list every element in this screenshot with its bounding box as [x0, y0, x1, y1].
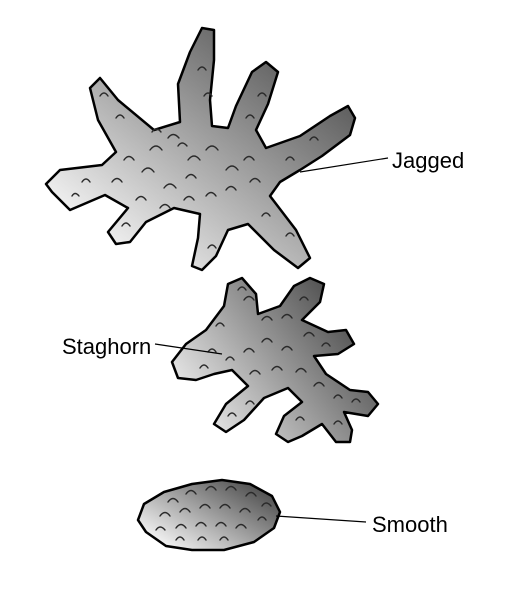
jagged-stone-shape — [46, 28, 355, 270]
label-jagged: Jagged — [392, 148, 464, 174]
leader-line-smooth — [276, 516, 366, 522]
staghorn-stone-shape — [172, 278, 378, 442]
diagram-canvas: Jagged Staghorn Smooth — [0, 0, 510, 600]
smooth-stone-shape — [138, 480, 280, 550]
diagram-svg — [0, 0, 510, 600]
label-staghorn: Staghorn — [62, 334, 151, 360]
label-smooth: Smooth — [372, 512, 448, 538]
